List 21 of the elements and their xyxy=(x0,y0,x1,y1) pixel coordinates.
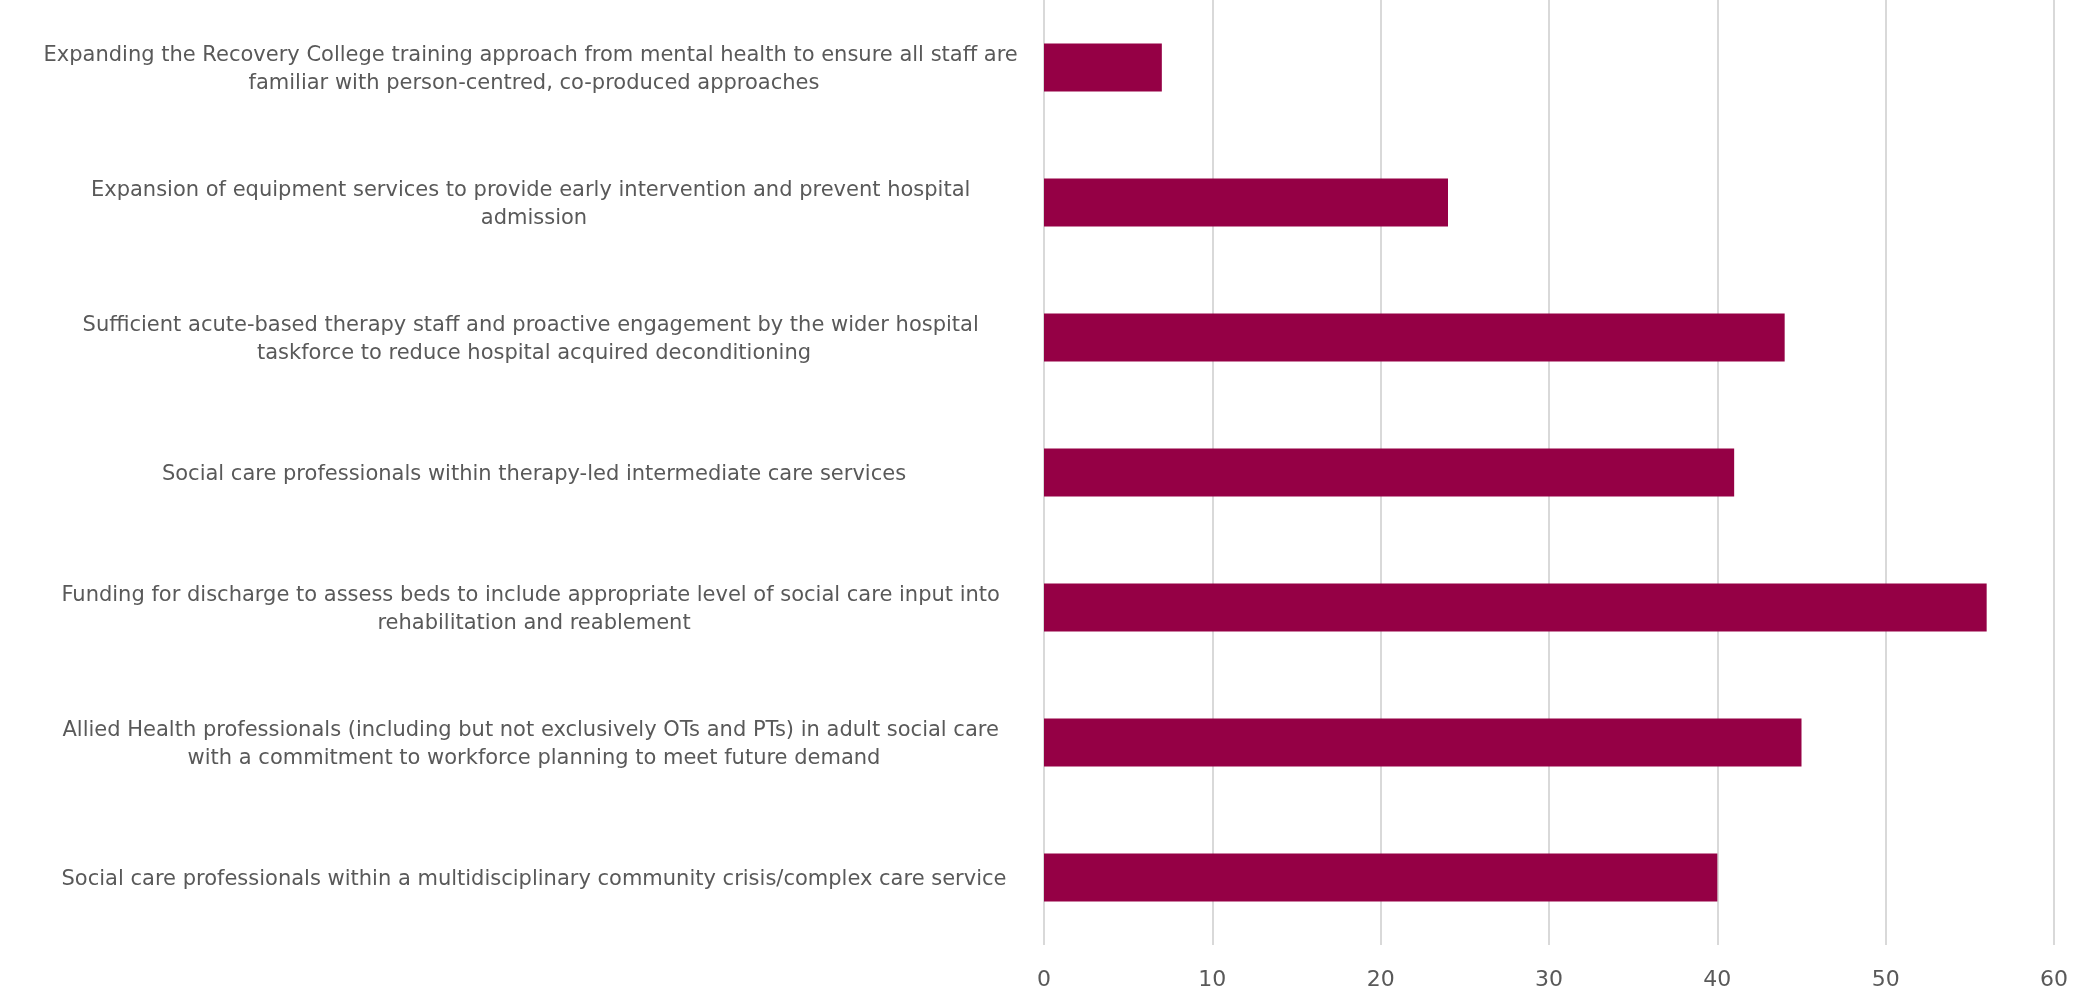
x-tick-label: 40 xyxy=(1703,965,1732,991)
bar xyxy=(1044,178,1448,227)
bar xyxy=(1044,583,1987,632)
bar xyxy=(1044,43,1162,92)
y-tick-label: Sufficient acute-based therapy staff and proactive engagement by the wider hospital taskforce to reduce hospital acquired deconditioning xyxy=(82,311,986,364)
x-tick-label: 0 xyxy=(1037,965,1051,991)
bar xyxy=(1044,853,1718,902)
y-tick-label: Social care professionals within a multidisciplinary community crisis/complex care service xyxy=(61,865,1007,890)
bar xyxy=(1044,448,1735,497)
bar xyxy=(1044,718,1802,767)
y-tick-label: Expansion of equipment services to provide early intervention and prevent hospital admission xyxy=(90,176,978,229)
x-tick-label: 50 xyxy=(1871,965,1900,991)
x-tick-label: 60 xyxy=(2040,965,2068,991)
y-tick-label: Funding for discharge to assess beds to include appropriate level of social care input into rehabilitation and reablement xyxy=(61,581,1007,634)
y-tick-label: Expanding the Recovery College training approach from mental health to ensure all staff are familiar with person-centred, co-produced approaches xyxy=(43,41,1025,94)
y-tick-label: Social care professionals within therapy-led intermediate care services xyxy=(161,460,907,485)
bar xyxy=(1044,313,1785,362)
x-tick-label: 30 xyxy=(1535,965,1563,991)
x-tick-label: 10 xyxy=(1198,965,1227,991)
y-tick-label: Allied Health professionals (including but not exclusively OTs and PTs) in adult social care with a commitment to workforce planning to meet future demand xyxy=(62,716,1006,769)
x-tick-label: 20 xyxy=(1366,965,1395,991)
